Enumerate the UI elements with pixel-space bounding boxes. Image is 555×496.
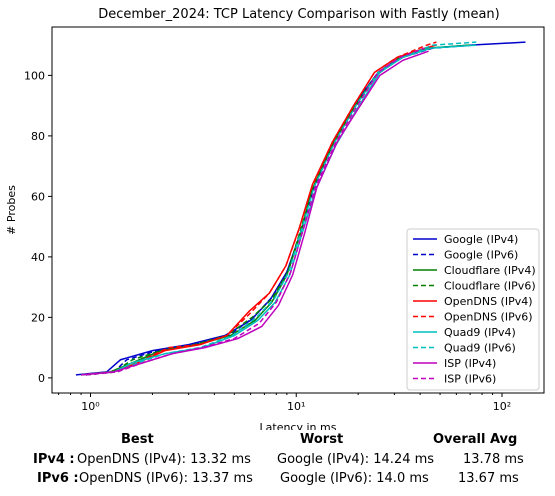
- series-line-4: [81, 44, 437, 376]
- legend-entry: ISP (IPv6): [444, 373, 496, 386]
- legend-entry: OpenDNS (IPv6): [444, 311, 533, 324]
- plot-frame: [51, 26, 545, 394]
- y-tick-label: 100: [24, 69, 45, 82]
- legend-entry: ISP (IPv4): [444, 357, 496, 370]
- x-axis-label: Latency in ms: [260, 421, 337, 430]
- chart-title: December_2024: TCP Latency Comparison wi…: [98, 7, 500, 22]
- series-line-7: [85, 41, 477, 376]
- summary-header-best: Best: [121, 432, 154, 447]
- summary-header-avg: Overall Avg: [433, 432, 518, 447]
- summary-row-ipv4-avg: 13.78 ms: [463, 452, 524, 467]
- x-axis: 10⁰ 10¹ 10²: [58, 393, 511, 413]
- y-tick-label: 0: [38, 372, 45, 385]
- x-tick-label: 10⁰: [81, 400, 100, 413]
- summary-row-ipv4-best: OpenDNS (IPv4): 13.32 ms: [77, 452, 251, 467]
- legend: Google (IPv4) Google (IPv6) Cloudflare (IP…: [406, 228, 540, 391]
- legend-entry: Google (IPv4): [444, 233, 518, 246]
- summary-table: Best Worst Overall Avg IPv4 : OpenDNS (I…: [0, 430, 555, 496]
- y-tick-label: 80: [31, 130, 45, 143]
- summary-row-ipv6-best: OpenDNS (IPv6): 13.37 ms: [79, 471, 253, 486]
- y-tick-label: 60: [31, 190, 45, 203]
- summary-row-ipv6-label: IPv6 :: [37, 471, 79, 486]
- legend-entry: Cloudflare (IPv4): [444, 264, 536, 277]
- y-axis: 0 20 40 60 80 100: [24, 69, 52, 385]
- y-tick-label: 20: [31, 311, 45, 324]
- plot-series: [75, 41, 526, 376]
- series-line-3: [85, 47, 431, 376]
- legend-entry: OpenDNS (IPv4): [444, 295, 533, 308]
- summary-row-ipv6-avg: 13.67 ms: [458, 471, 519, 486]
- summary-row-ipv6-worst: Google (IPv6): 14.0 ms: [280, 471, 429, 486]
- series-line-9: [85, 47, 425, 376]
- y-tick-label: 40: [31, 251, 45, 264]
- latency-chart: December_2024: TCP Latency Comparison wi…: [5, 7, 545, 430]
- series-line-5: [85, 41, 437, 376]
- legend-entry: Quad9 (IPv4): [444, 326, 516, 339]
- summary-header-worst: Worst: [300, 432, 344, 447]
- legend-box: [406, 228, 540, 391]
- y-axis-label: # Probes: [5, 185, 18, 235]
- legend-entry: Quad9 (IPv6): [444, 342, 516, 355]
- legend-entry: Google (IPv6): [444, 249, 518, 262]
- summary-row-ipv4-worst: Google (IPv4): 14.24 ms: [277, 452, 435, 467]
- x-tick-label: 10¹: [287, 400, 305, 413]
- x-tick-label: 10²: [493, 400, 511, 413]
- legend-entry: Cloudflare (IPv6): [444, 280, 536, 293]
- summary-row-ipv4-label: IPv4 :: [33, 452, 75, 467]
